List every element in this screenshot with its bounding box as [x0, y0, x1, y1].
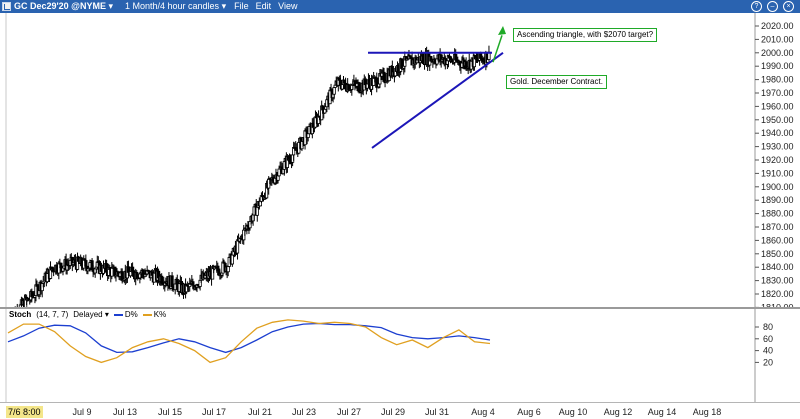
time-tick-label: Jul 31	[424, 407, 450, 417]
timeframe-label[interactable]: 1 Month/4 hour candles ▾	[125, 1, 227, 11]
price-tick-label: 1810.00	[761, 302, 794, 308]
timeframe-dropdown-icon[interactable]: ▾	[221, 1, 227, 11]
price-tick-label: 1860.00	[761, 235, 794, 245]
candle-body	[323, 108, 327, 114]
stoch-d-line	[7, 322, 491, 354]
stoch-name: Stoch	[9, 310, 32, 319]
price-tick-label: 2020.00	[761, 21, 794, 31]
price-tick-label: 1880.00	[761, 209, 794, 219]
time-tick-label: Jul 27	[336, 407, 362, 417]
candle-body	[230, 254, 234, 265]
time-tick-label: Jul 17	[201, 407, 227, 417]
legend-d-line: D%	[113, 310, 138, 319]
time-tick-label: Jul 23	[291, 407, 317, 417]
menu-file[interactable]: File	[234, 1, 249, 11]
chart-window-icon[interactable]	[2, 2, 11, 11]
price-tick-label: 1960.00	[761, 101, 794, 111]
breakout-arrow-head	[498, 26, 506, 35]
triangle-support-line	[371, 51, 504, 149]
time-tick-label: Aug 18	[692, 407, 722, 417]
stoch-params: (14, 7, 7)	[36, 310, 69, 319]
stoch-tick-label: 20	[763, 357, 773, 367]
stoch-legend: Stoch (14, 7, 7) Delayed ▾ D% K%	[9, 310, 166, 319]
price-tick-label: 1990.00	[761, 61, 794, 71]
price-chart-panel[interactable]: 1800.001810.001820.001830.001840.001850.…	[0, 13, 800, 308]
stoch-tick-label: 60	[763, 334, 773, 344]
stoch-k-line	[7, 319, 491, 364]
price-tick-label: 1840.00	[761, 262, 794, 272]
price-tick-label: 1910.00	[761, 168, 794, 178]
price-tick-label: 2010.00	[761, 34, 794, 44]
stoch-panel[interactable]: 20 40 60 80 Stoch (14, 7, 7) Delayed ▾ D% K…	[0, 309, 800, 402]
candle-body	[277, 168, 281, 177]
price-tick-label: 2000.00	[761, 48, 794, 58]
price-tick-label: 1920.00	[761, 155, 794, 165]
time-tick-label: Aug 12	[603, 407, 633, 417]
price-tick-label: 1890.00	[761, 195, 794, 205]
minimize-icon[interactable]: –	[767, 1, 778, 12]
time-tick-label: Jul 9	[72, 407, 92, 417]
menu-view[interactable]: View	[278, 1, 298, 11]
candle-body	[332, 87, 336, 95]
contract-annotation: Gold. December Contract.	[506, 75, 607, 89]
time-tick-label: Aug 4	[471, 407, 495, 417]
price-chart[interactable]: 1800.001810.001820.001830.001840.001850.…	[0, 13, 800, 308]
price-tick-label: 1930.00	[761, 142, 794, 152]
price-candle	[375, 72, 379, 93]
candle-body	[306, 133, 310, 138]
stoch-tick-label: 40	[763, 346, 773, 356]
time-tick-label: Jul 15	[157, 407, 183, 417]
price-tick-label: 1950.00	[761, 115, 794, 125]
stoch-mode[interactable]: Delayed ▾	[73, 310, 109, 319]
time-axis-start-label: 7/6 8:00	[6, 406, 43, 418]
stoch-tick-label: 80	[763, 322, 773, 332]
symbol-dropdown-icon[interactable]: ▾	[108, 1, 113, 11]
price-tick-label: 1870.00	[761, 222, 794, 232]
time-tick-label: Jul 13	[112, 407, 138, 417]
stoch-mode-menu-icon[interactable]: ▾	[104, 310, 109, 319]
candle-body	[59, 262, 63, 269]
price-tick-label: 1980.00	[761, 75, 794, 85]
breakout-arrow-shaft	[492, 35, 503, 63]
price-tick-label: 1820.00	[761, 289, 794, 299]
time-axis[interactable]: 7/6 8:00 Jul 9 Jul 13 Jul 15 Jul 17 Jul …	[0, 402, 800, 419]
candle-body	[110, 267, 114, 277]
close-icon[interactable]: ×	[783, 1, 794, 12]
menu-edit[interactable]: Edit	[255, 1, 272, 11]
time-tick-label: Aug 10	[558, 407, 588, 417]
help-icon[interactable]: ?	[751, 1, 762, 12]
target-annotation: Ascending triangle, with $2070 target?	[513, 28, 658, 42]
legend-k-line: K%	[142, 310, 166, 319]
k-line-swatch	[142, 313, 152, 316]
symbol-label[interactable]: GC Dec29'20 @NYME ▾	[14, 1, 113, 11]
price-tick-label: 1830.00	[761, 276, 794, 286]
panel-divider[interactable]	[0, 307, 800, 309]
price-tick-label: 1850.00	[761, 249, 794, 259]
time-tick-label: Jul 29	[380, 407, 406, 417]
price-tick-label: 1900.00	[761, 182, 794, 192]
d-line-swatch	[113, 313, 123, 316]
time-tick-label: Aug 14	[647, 407, 677, 417]
price-tick-label: 1970.00	[761, 88, 794, 98]
time-tick-label: Aug 6	[517, 407, 541, 417]
price-tick-label: 1940.00	[761, 128, 794, 138]
time-tick-label: Jul 21	[247, 407, 273, 417]
window-titlebar: GC Dec29'20 @NYME ▾ 1 Month/4 hour candl…	[0, 0, 800, 13]
